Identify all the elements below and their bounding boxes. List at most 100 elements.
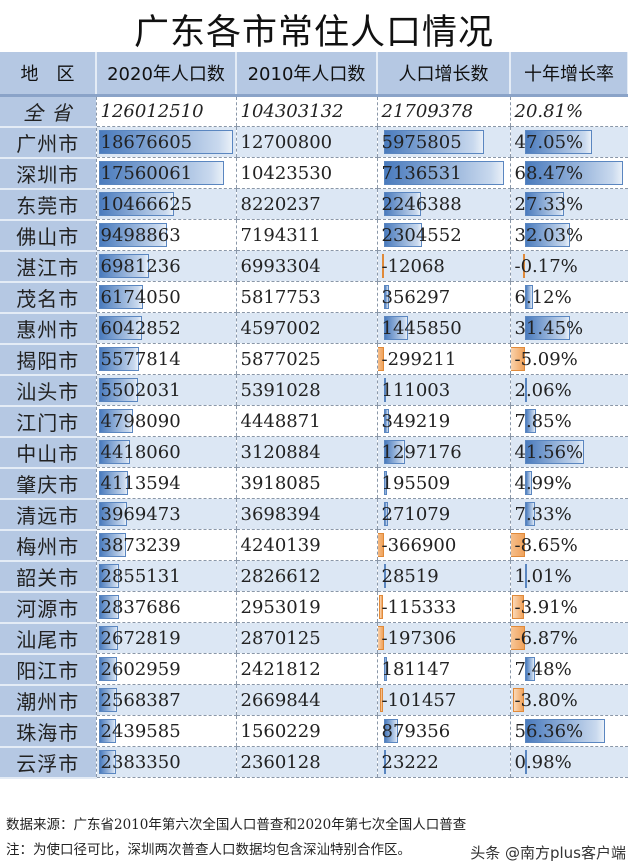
rate-cell: 31.45% bbox=[509, 312, 628, 344]
growth-cell: -115333 bbox=[376, 591, 510, 623]
pop2010-value: 2870125 bbox=[240, 627, 321, 649]
pop2010-value: 4597002 bbox=[240, 317, 321, 339]
pop2010-value: 1560229 bbox=[240, 720, 321, 742]
pop2020-cell: 10466625 bbox=[95, 188, 236, 220]
source-note: 数据来源：广东省2010年第六次全国人口普查和2020年第七次全国人口普查 bbox=[6, 817, 467, 833]
negative-data-bar bbox=[511, 347, 525, 371]
header-row: 地 区 2020年人口数 2010年人口数 人口增长数 十年增长率 bbox=[0, 52, 628, 97]
data-bar bbox=[98, 657, 118, 681]
growth-cell: 2304552 bbox=[376, 219, 510, 251]
rate-value: 6.12% bbox=[514, 286, 572, 308]
pop2020-cell: 126012510 bbox=[95, 95, 236, 127]
data-bar bbox=[98, 347, 139, 371]
pop2010-cell: 5817753 bbox=[235, 281, 377, 313]
rate-value: 7.85% bbox=[514, 410, 572, 432]
table-row: 潮州市 2568387 2669844 -101457 -3.80% bbox=[0, 684, 628, 717]
rate-value: -3.91% bbox=[514, 596, 578, 618]
pop2010-cell: 3120884 bbox=[235, 436, 377, 468]
table-row: 云浮市 2383350 2360128 23222 0.98% bbox=[0, 746, 628, 779]
data-bar bbox=[524, 502, 535, 526]
growth-value: 7136531 bbox=[381, 162, 462, 184]
rate-cell: 32.03% bbox=[509, 219, 628, 251]
table-row: 东莞市 10466625 8220237 2246388 27.33% bbox=[0, 188, 628, 221]
data-bar bbox=[524, 192, 564, 216]
growth-value: -366900 bbox=[381, 534, 457, 556]
pop2010-cell: 2826612 bbox=[235, 560, 377, 592]
header-pop2020: 2020年人口数 bbox=[96, 52, 237, 97]
growth-value: 271079 bbox=[381, 503, 451, 525]
rate-value: -6.87% bbox=[514, 627, 578, 649]
data-bar bbox=[98, 223, 167, 247]
region-cell: 珠海市 bbox=[0, 715, 96, 748]
rate-cell: 47.05% bbox=[509, 126, 628, 158]
pop2020-value: 17560061 bbox=[100, 162, 193, 184]
data-bar bbox=[383, 130, 484, 154]
region-cell: 揭阳市 bbox=[0, 343, 96, 376]
rate-value: -0.17% bbox=[514, 255, 578, 277]
growth-cell: 28519 bbox=[376, 560, 510, 592]
pop2010-cell: 2360128 bbox=[235, 746, 377, 778]
rate-cell: 56.36% bbox=[509, 715, 628, 747]
pop2020-value: 5502031 bbox=[100, 379, 181, 401]
growth-cell: 23222 bbox=[376, 746, 510, 778]
rate-cell: 0.98% bbox=[509, 746, 628, 778]
negative-data-bar bbox=[379, 688, 384, 712]
growth-value: 1297176 bbox=[381, 441, 462, 463]
data-bar bbox=[524, 285, 534, 309]
growth-cell: 1297176 bbox=[376, 436, 510, 468]
region-cell: 中山市 bbox=[0, 436, 96, 469]
pop2020-cell: 4798090 bbox=[95, 405, 236, 437]
rate-cell: -0.17% bbox=[509, 250, 628, 282]
data-bar bbox=[383, 223, 423, 247]
growth-cell: 349219 bbox=[376, 405, 510, 437]
rate-cell: -6.87% bbox=[509, 622, 628, 654]
region-cell: 汕尾市 bbox=[0, 622, 96, 655]
pop2020-value: 2602959 bbox=[100, 658, 181, 680]
pop2010-value: 4240139 bbox=[240, 534, 321, 556]
data-bar bbox=[383, 502, 389, 526]
rate-value: 41.56% bbox=[514, 441, 584, 463]
data-bar bbox=[98, 471, 128, 495]
negative-data-bar bbox=[522, 254, 525, 278]
pop2020-value: 4798090 bbox=[100, 410, 181, 432]
data-bar bbox=[524, 316, 570, 340]
pop2020-value: 2439585 bbox=[100, 720, 181, 742]
data-bar bbox=[383, 750, 386, 774]
data-bar bbox=[98, 378, 138, 402]
pop2020-value: 10466625 bbox=[100, 193, 193, 215]
rate-cell: 41.56% bbox=[509, 436, 628, 468]
pop2010-cell: 4240139 bbox=[235, 529, 377, 561]
data-bar bbox=[524, 719, 606, 743]
rate-cell: 68.47% bbox=[509, 157, 628, 189]
pop2010-cell: 4448871 bbox=[235, 405, 377, 437]
rate-value: -3.80% bbox=[514, 689, 578, 711]
data-bar bbox=[524, 378, 528, 402]
pop2020-value: 2672819 bbox=[100, 627, 181, 649]
pop2020-value: 5577814 bbox=[100, 348, 181, 370]
rate-value: -8.65% bbox=[514, 534, 578, 556]
pop2020-value: 4113594 bbox=[100, 472, 181, 494]
pop2010-cell: 3918085 bbox=[235, 467, 377, 499]
data-bar bbox=[98, 626, 118, 650]
growth-value: 2246388 bbox=[381, 193, 462, 215]
data-bar bbox=[383, 161, 504, 185]
data-bar bbox=[98, 533, 127, 557]
pop2020-value: 9498863 bbox=[100, 224, 181, 246]
header-rate: 十年增长率 bbox=[510, 52, 628, 97]
pop2010-cell: 3698394 bbox=[235, 498, 377, 530]
rate-cell: 1.01% bbox=[509, 560, 628, 592]
data-bar bbox=[98, 440, 131, 464]
rate-cell: 2.06% bbox=[509, 374, 628, 406]
region-cell: 湛江市 bbox=[0, 250, 96, 283]
table-row: 韶关市 2855131 2826612 28519 1.01% bbox=[0, 560, 628, 593]
rate-value: 1.01% bbox=[514, 565, 572, 587]
data-bar bbox=[98, 161, 225, 185]
table-row: 珠海市 2439585 1560229 879356 56.36% bbox=[0, 715, 628, 748]
table-row: 江门市 4798090 4448871 349219 7.85% bbox=[0, 405, 628, 438]
growth-value: 879356 bbox=[381, 720, 451, 742]
table-row: 汕头市 5502031 5391028 111003 2.06% bbox=[0, 374, 628, 407]
pop2010-value: 3918085 bbox=[240, 472, 321, 494]
growth-cell: 2246388 bbox=[376, 188, 510, 220]
negative-data-bar bbox=[511, 626, 525, 650]
table-row: 湛江市 6981236 6993304 -12068 -0.17% bbox=[0, 250, 628, 283]
